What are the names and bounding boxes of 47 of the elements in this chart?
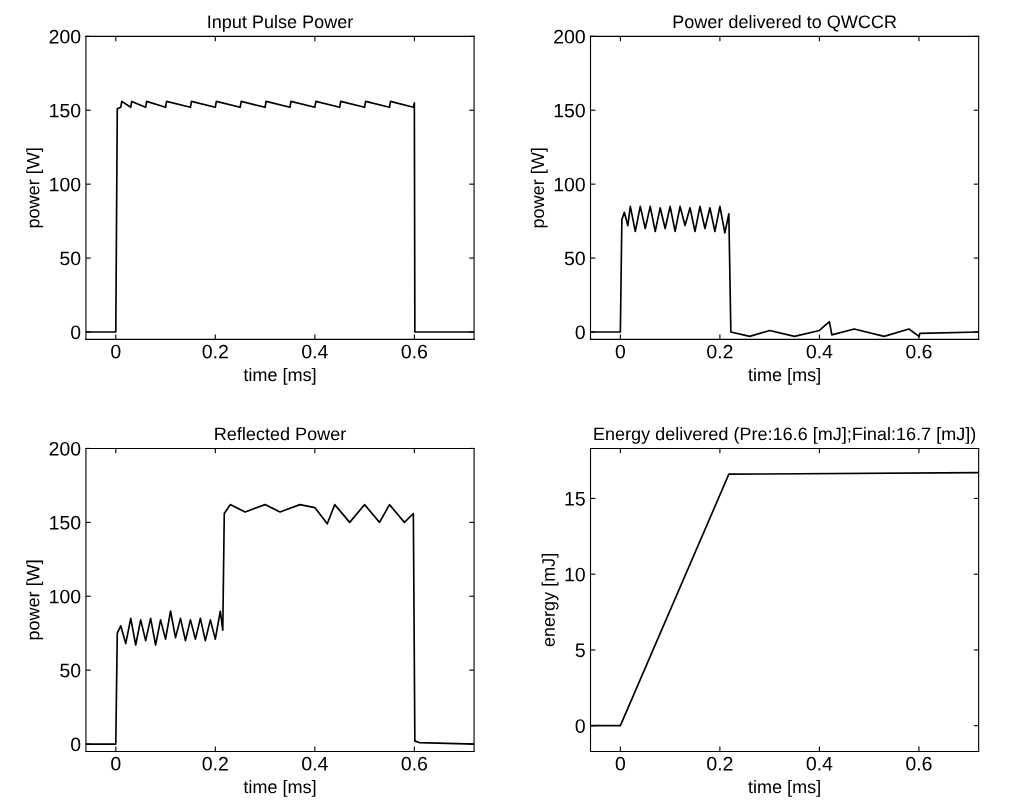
y-tick-label: 0 <box>575 719 585 733</box>
x-tick-label: 0.4 <box>302 344 328 359</box>
x-axis-title: time [ms] <box>748 779 820 797</box>
chart-title: Reflected Power <box>215 427 346 441</box>
x-axis-title: time [ms] <box>243 779 316 797</box>
y-axis-title: power [W] <box>26 560 44 640</box>
chart-title: Power delivered to QWCCR <box>673 14 897 32</box>
x-tick-label: 0.6 <box>906 344 932 359</box>
y-tick-label: 200 <box>554 29 585 44</box>
x-tick-label: 0.2 <box>202 344 228 359</box>
y-tick-label: 10 <box>565 567 585 582</box>
y-tick-label: 0 <box>71 737 81 752</box>
y-tick-label: 0 <box>71 325 81 340</box>
x-tick-label: 0.2 <box>707 344 733 359</box>
y-tick-label: 150 <box>50 103 81 118</box>
y-tick-label: 100 <box>50 177 81 192</box>
x-tick-label: 0.4 <box>806 756 833 771</box>
y-tick-label: 15 <box>565 492 585 506</box>
y-tick-label: 200 <box>49 29 81 44</box>
x-tick-label: 0.6 <box>906 756 932 771</box>
x-tick-label: 0 <box>111 756 121 771</box>
y-tick-label: 5 <box>575 643 585 658</box>
chart-title: Input Pulse Power <box>208 14 353 32</box>
x-tick-label: 0.6 <box>401 756 428 771</box>
x-tick-label: 0 <box>615 756 626 771</box>
x-tick-label: 0.4 <box>302 756 328 771</box>
y-tick-label: 100 <box>554 177 585 192</box>
x-axis-title: time [ms] <box>243 367 316 385</box>
x-tick-label: 0.2 <box>707 756 733 771</box>
x-tick-label: 0 <box>615 344 626 359</box>
y-tick-label: 0 <box>575 325 585 340</box>
y-tick-label: 100 <box>50 589 81 604</box>
y-tick-label: 200 <box>49 441 81 456</box>
x-tick-label: 0.2 <box>202 756 228 771</box>
y-axis-title: power [W] <box>530 148 548 228</box>
x-tick-label: 0 <box>111 344 121 359</box>
x-tick-label: 0.6 <box>401 344 428 359</box>
y-axis-title: power [W] <box>26 148 44 228</box>
y-tick-label: 150 <box>554 103 585 118</box>
x-axis-title: time [ms] <box>748 367 820 385</box>
y-tick-label: 50 <box>60 663 81 678</box>
x-tick-label: 0.4 <box>806 344 833 359</box>
y-tick-label: 150 <box>50 515 81 530</box>
y-tick-label: 50 <box>564 251 585 266</box>
y-axis-title: energy [mJ] <box>541 554 559 647</box>
y-tick-label: 50 <box>60 251 81 266</box>
chart-title: Energy delivered (Pre:16.6 [mJ];Final:16.7 [mJ]) <box>594 427 976 444</box>
